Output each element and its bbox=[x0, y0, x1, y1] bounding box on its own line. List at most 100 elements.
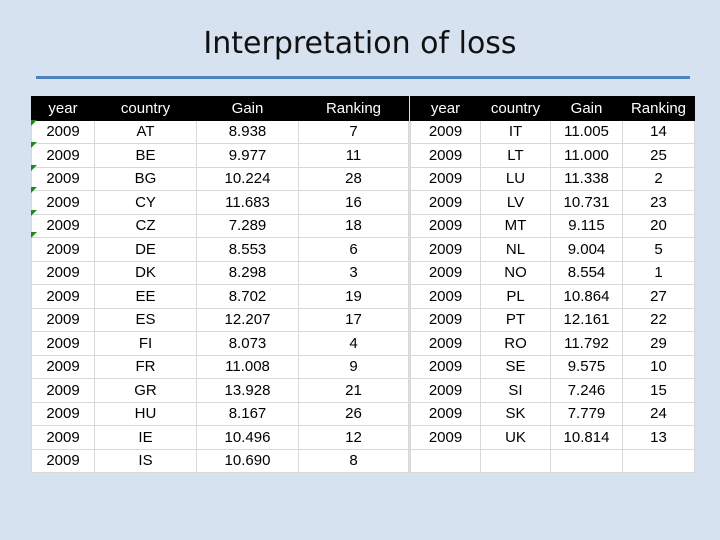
cell-ranking: 7 bbox=[298, 119, 409, 144]
cell-year: 2009 bbox=[31, 143, 95, 168]
table-row: 2009 IS 10.690 8 bbox=[31, 448, 409, 473]
cell-note-marker bbox=[31, 210, 37, 216]
cell-ranking: 3 bbox=[298, 260, 409, 285]
empty-cell bbox=[480, 448, 551, 473]
cell-gain: 9.115 bbox=[550, 213, 623, 238]
cell-gain: 11.338 bbox=[550, 166, 623, 191]
cell-gain: 11.683 bbox=[196, 190, 299, 215]
cell-ranking: 5 bbox=[622, 237, 695, 262]
table-row: 2009 CY 11.683 16 bbox=[31, 190, 409, 215]
column-header-ranking: Ranking bbox=[622, 96, 695, 121]
cell-ranking: 17 bbox=[298, 307, 409, 332]
cell-ranking: 8 bbox=[298, 448, 409, 473]
cell-year: 2009 bbox=[410, 354, 481, 379]
cell-year: 2009 bbox=[410, 425, 481, 450]
header-row: year country Gain Ranking bbox=[410, 96, 695, 121]
cell-gain: 10.496 bbox=[196, 425, 299, 450]
cell-ranking: 15 bbox=[622, 378, 695, 403]
cell-country: PT bbox=[480, 307, 551, 332]
cell-country: LV bbox=[480, 190, 551, 215]
cell-year: 2009 bbox=[31, 401, 95, 426]
cell-gain: 10.864 bbox=[550, 284, 623, 309]
cell-ranking: 18 bbox=[298, 213, 409, 238]
cell-gain: 10.814 bbox=[550, 425, 623, 450]
cell-gain: 11.792 bbox=[550, 331, 623, 356]
cell-country: LU bbox=[480, 166, 551, 191]
cell-year: 2009 bbox=[31, 331, 95, 356]
cell-country: FI bbox=[94, 331, 197, 356]
cell-country: PL bbox=[480, 284, 551, 309]
cell-gain: 9.575 bbox=[550, 354, 623, 379]
cell-country: CY bbox=[94, 190, 197, 215]
cell-country: BG bbox=[94, 166, 197, 191]
empty-cell bbox=[622, 448, 695, 473]
cell-gain: 7.246 bbox=[550, 378, 623, 403]
cell-year: 2009 bbox=[31, 425, 95, 450]
column-header-gain: Gain bbox=[196, 96, 299, 121]
cell-note-marker bbox=[31, 142, 37, 148]
cell-country: BE bbox=[94, 143, 197, 168]
column-header-country: country bbox=[480, 96, 551, 121]
cell-note-marker bbox=[31, 165, 37, 171]
table-row: 2009 UK 10.814 13 bbox=[410, 425, 695, 450]
cell-year: 2009 bbox=[410, 260, 481, 285]
cell-ranking: 9 bbox=[298, 354, 409, 379]
cell-country: IS bbox=[94, 448, 197, 473]
empty-cell bbox=[550, 448, 623, 473]
cell-country: SI bbox=[480, 378, 551, 403]
cell-gain: 10.224 bbox=[196, 166, 299, 191]
cell-gain: 11.008 bbox=[196, 354, 299, 379]
cell-note-marker bbox=[31, 120, 37, 126]
cell-gain: 7.779 bbox=[550, 401, 623, 426]
table-row: 2009 SE 9.575 10 bbox=[410, 354, 695, 379]
cell-ranking: 23 bbox=[622, 190, 695, 215]
cell-gain: 8.938 bbox=[196, 119, 299, 144]
table-row: 2009 LT 11.000 25 bbox=[410, 143, 695, 168]
cell-note-marker bbox=[31, 187, 37, 193]
column-header-ranking: Ranking bbox=[298, 96, 409, 121]
cell-ranking: 24 bbox=[622, 401, 695, 426]
cell-ranking: 28 bbox=[298, 166, 409, 191]
cell-year: 2009 bbox=[410, 166, 481, 191]
cell-year: 2009 bbox=[31, 307, 95, 332]
cell-country: MT bbox=[480, 213, 551, 238]
cell-gain: 8.073 bbox=[196, 331, 299, 356]
cell-ranking: 14 bbox=[622, 119, 695, 144]
right-data-table: year country Gain Ranking 2009 IT 11.005 14… bbox=[410, 96, 695, 473]
column-header-year: year bbox=[410, 96, 481, 121]
table-row: 2009 LU 11.338 2 bbox=[410, 166, 695, 191]
cell-gain: 8.553 bbox=[196, 237, 299, 262]
table-row: 2009 CZ 7.289 18 bbox=[31, 213, 409, 238]
column-header-country: country bbox=[94, 96, 197, 121]
empty-cell bbox=[410, 448, 481, 473]
cell-country: AT bbox=[94, 119, 197, 144]
cell-gain: 10.731 bbox=[550, 190, 623, 215]
cell-country: EE bbox=[94, 284, 197, 309]
cell-ranking: 20 bbox=[622, 213, 695, 238]
table-row: 2009 MT 9.115 20 bbox=[410, 213, 695, 238]
cell-year: 2009 bbox=[410, 307, 481, 332]
cell-country: UK bbox=[480, 425, 551, 450]
cell-country: IE bbox=[94, 425, 197, 450]
left-data-table: year country Gain Ranking 2009 AT 8.938 7 20… bbox=[31, 96, 409, 473]
cell-year: 2009 bbox=[31, 284, 95, 309]
cell-gain: 8.298 bbox=[196, 260, 299, 285]
cell-country: CZ bbox=[94, 213, 197, 238]
cell-year: 2009 bbox=[410, 119, 481, 144]
cell-ranking: 13 bbox=[622, 425, 695, 450]
cell-ranking: 6 bbox=[298, 237, 409, 262]
table-row: 2009 GR 13.928 21 bbox=[31, 378, 409, 403]
cell-country: DK bbox=[94, 260, 197, 285]
cell-year: 2009 bbox=[410, 213, 481, 238]
table-row: 2009 NO 8.554 1 bbox=[410, 260, 695, 285]
cell-year: 2009 bbox=[410, 143, 481, 168]
table-row: 2009 FR 11.008 9 bbox=[31, 354, 409, 379]
cell-ranking: 4 bbox=[298, 331, 409, 356]
column-header-gain: Gain bbox=[550, 96, 623, 121]
cell-gain: 8.167 bbox=[196, 401, 299, 426]
cell-ranking: 16 bbox=[298, 190, 409, 215]
cell-gain: 9.004 bbox=[550, 237, 623, 262]
table-row: 2009 AT 8.938 7 bbox=[31, 119, 409, 144]
slide-title: Interpretation of loss bbox=[203, 26, 517, 61]
cell-year: 2009 bbox=[31, 237, 95, 262]
